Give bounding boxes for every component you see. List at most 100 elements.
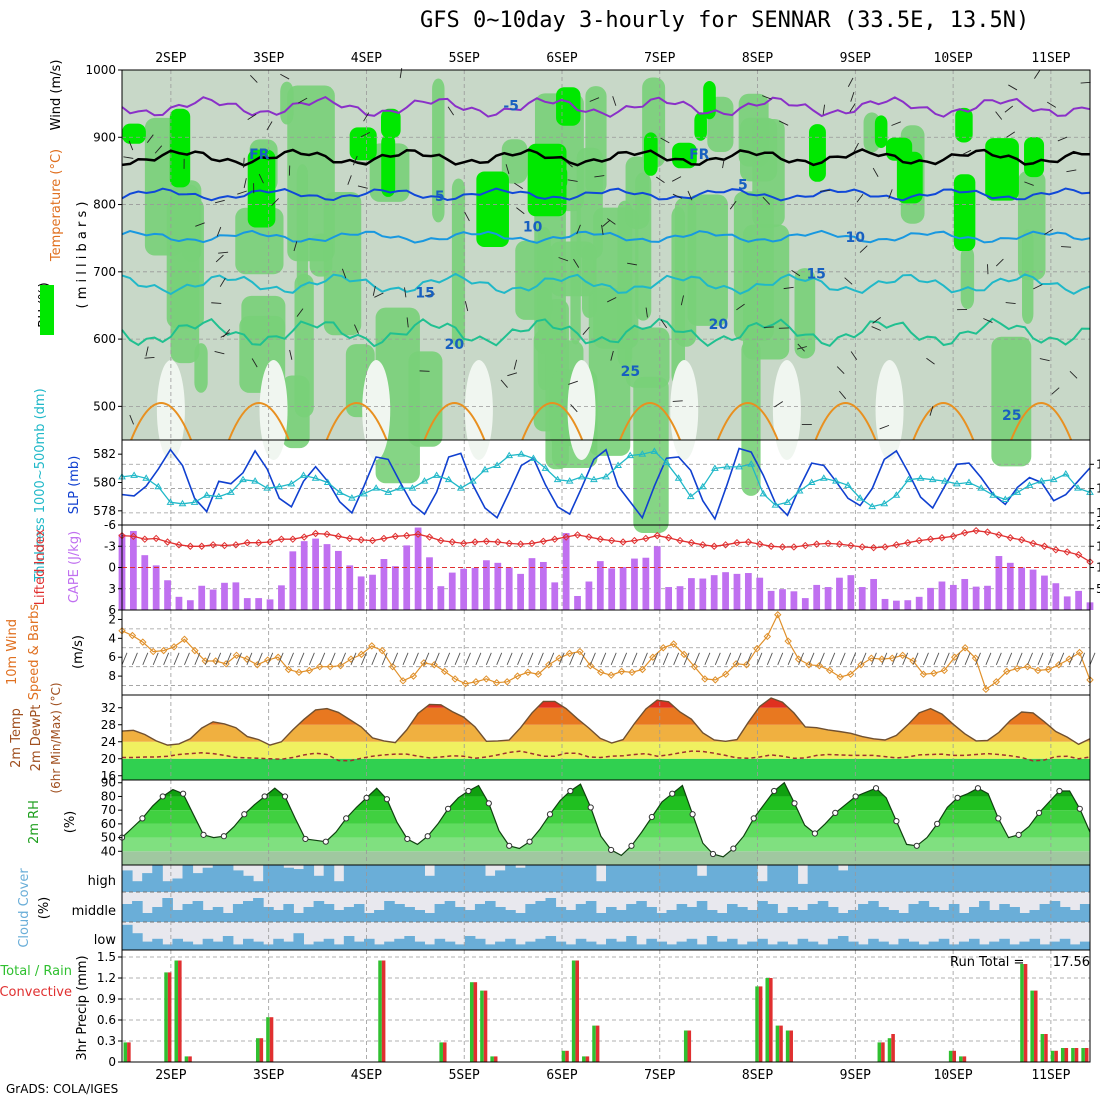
cape-bar (596, 561, 604, 610)
rh-moist-zone (280, 81, 294, 125)
surface-wind-barb (746, 652, 752, 665)
surface-wind-barb (725, 652, 732, 665)
pressure-axis-tick-label: 700 (93, 265, 116, 279)
thickness-marker (783, 498, 792, 505)
cloud-middle-cell (948, 904, 960, 922)
lifted-index-marker (141, 535, 149, 543)
cloud-high-cell (585, 865, 597, 892)
wind-barb (146, 134, 154, 143)
isotherm-20 (121, 317, 1091, 348)
cloud-low-cell (626, 936, 637, 950)
cloud-high-cell (192, 873, 204, 892)
rh-dry-zone (772, 360, 801, 460)
pressure-axis-tick-label: 900 (93, 130, 116, 144)
rh2m-axis-tick-label: 60 (101, 817, 116, 831)
surface-wind-barb (891, 652, 898, 665)
cloud-high-cell (807, 865, 819, 892)
temp-band (122, 741, 1090, 759)
wind-barb (729, 200, 737, 210)
wind-barb (722, 158, 725, 169)
cape-bar (744, 573, 752, 610)
lifted-index-marker (790, 543, 798, 551)
thickness-marker (723, 462, 731, 470)
rh-marker (934, 820, 941, 827)
cloud-high-cell (969, 865, 980, 892)
li-axis-tick-label: 0 (108, 561, 116, 575)
precip-total-bar (561, 1050, 566, 1062)
wind-barb (836, 366, 845, 374)
cloud-middle-cell (706, 910, 718, 922)
precip-title-label: 3hr Precip (mm) (75, 955, 90, 1060)
slp-axis-tick-label: 1008 (1096, 506, 1100, 520)
cloud-high-cell (706, 865, 718, 892)
cloud-high-cell (575, 865, 587, 892)
contour-label: FR (249, 147, 270, 163)
rh-moist-zone (960, 246, 975, 310)
thickness-marker (868, 502, 877, 510)
contour-label: 25 (1002, 408, 1021, 424)
wind-barb (1008, 84, 1018, 91)
thickness-marker (287, 479, 296, 487)
wind-barb (853, 142, 859, 153)
precip-axis-tick-label: 1.2 (97, 971, 116, 985)
wind-barb (1005, 302, 1016, 305)
rh-marker (648, 813, 655, 821)
precip-total-bar (948, 1050, 953, 1062)
wind-barb (372, 285, 376, 296)
cloud-title-label: Cloud Cover (17, 868, 32, 948)
cape-bar (676, 586, 684, 610)
thickness-marker (711, 464, 719, 471)
cloud-middle-cell (606, 907, 617, 922)
cloud-middle-cell (696, 901, 708, 922)
rh-moist-zone (733, 191, 774, 341)
wind-barb (1069, 370, 1078, 379)
surface-wind-barb (298, 652, 305, 665)
cape-bar (323, 544, 331, 610)
rh-saturated-zone (556, 87, 581, 126)
isotherm-15 (121, 272, 1091, 296)
rh-marker (465, 787, 472, 795)
cloud-middle-cell (243, 901, 254, 922)
wind-barb (607, 297, 617, 303)
wind-barb (888, 189, 893, 199)
wind-barb (610, 350, 614, 361)
surface-wind-barb (454, 652, 461, 665)
precip-total-bar (184, 1056, 189, 1062)
rh-moist-zone (323, 192, 362, 336)
cloud-high-cell (424, 875, 436, 892)
cloud-middle-cell (464, 910, 476, 922)
cloud-low-cell (716, 941, 728, 950)
cloud-low-cell (152, 938, 163, 950)
cape-bar (801, 598, 809, 610)
thickness-marker (1061, 470, 1070, 477)
cloud-high-cell (737, 865, 748, 892)
precip-convective-bar (789, 1030, 793, 1062)
surface-wind-barb (319, 652, 326, 665)
surface-wind-barb (610, 652, 617, 665)
bottom-date-label: 5SEP (449, 1068, 480, 1083)
wind-speed-marker (576, 647, 584, 656)
bottom-date-label: 10SEP (934, 1068, 973, 1083)
cape-bar (448, 572, 456, 610)
temp-title-label: 2m Temp (9, 708, 24, 768)
thickness-marker (590, 475, 598, 483)
wind-barb (783, 286, 794, 290)
wind-barb (500, 379, 508, 388)
wind-barb (660, 137, 670, 144)
cloud-low-cell (222, 936, 234, 950)
slp-axis-label: SLP (mb) (67, 456, 82, 515)
temp-band (122, 698, 1090, 708)
cloud-middle-cell (404, 907, 415, 922)
thickness-axis-tick-label: 578 (93, 504, 116, 518)
rh-marker (995, 815, 1002, 822)
thickness-marker (142, 474, 151, 481)
cloud-middle-cell (918, 901, 930, 922)
lifted-index-marker (289, 535, 297, 543)
cloud-middle-cell (434, 904, 446, 922)
cloud-low-cell (515, 944, 526, 950)
surface-wind-barb (569, 652, 575, 665)
thickness-marker (178, 499, 187, 507)
wind-barb (926, 357, 935, 365)
surface-wind-barb (215, 652, 222, 665)
